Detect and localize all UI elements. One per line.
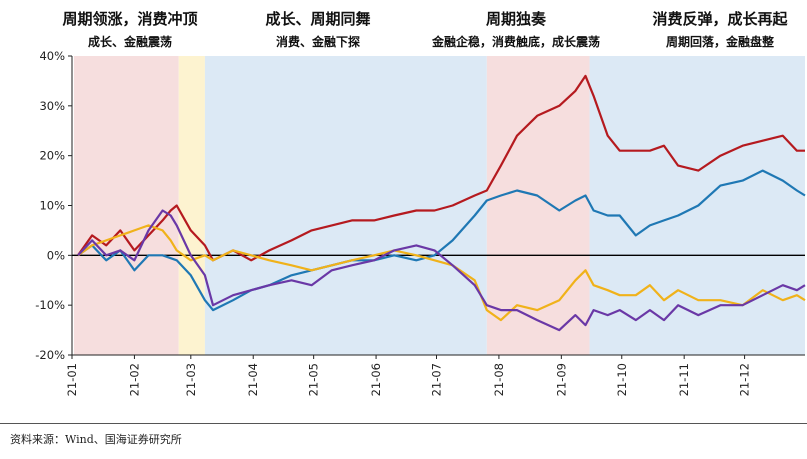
x-tick-label: 21-08 xyxy=(492,363,506,396)
series-line-cyclical xyxy=(77,74,805,262)
phase-title: 成长、周期同舞 xyxy=(265,10,370,28)
series-line-consumption xyxy=(77,224,806,322)
y-tick-label: 40% xyxy=(39,49,65,63)
x-tick-label: 21-11 xyxy=(677,363,691,396)
phase-title: 消费反弹，成长再起 xyxy=(652,10,788,28)
phase-subtitle: 消费、金融下探 xyxy=(276,34,360,49)
x-tick-label: 21-07 xyxy=(429,363,443,396)
series-line-financial xyxy=(77,209,806,332)
x-tick-label: 21-06 xyxy=(369,363,383,396)
phase-band-3 xyxy=(204,56,487,355)
series-line-growth xyxy=(77,169,806,312)
x-tick-label: 21-01 xyxy=(65,363,79,396)
y-tick-label: 20% xyxy=(39,149,65,163)
phase-band-1 xyxy=(74,56,179,355)
x-tick-label: 21-10 xyxy=(615,363,629,396)
phase-band-2 xyxy=(178,56,205,355)
x-tick-label: 21-02 xyxy=(127,363,141,396)
phase-title: 周期独奏 xyxy=(486,10,547,28)
x-tick-label: 21-09 xyxy=(554,363,568,396)
phase-bands xyxy=(74,56,805,355)
source-note: 资料来源：Wind、国海证券研究所 xyxy=(10,433,182,446)
phase-band-4 xyxy=(486,56,590,355)
y-tick-label: 30% xyxy=(39,99,65,113)
y-tick-label: 10% xyxy=(39,199,65,213)
x-tick-label: 21-04 xyxy=(246,363,260,396)
y-tick-label: 0% xyxy=(47,248,65,262)
y-tick-label: -20% xyxy=(35,348,65,362)
phase-subtitle: 周期回落，金融盘整 xyxy=(666,34,774,49)
series-lines xyxy=(77,74,806,332)
phase-subtitle: 成长、金融震荡 xyxy=(88,34,172,49)
x-tick-label: 21-05 xyxy=(307,363,321,396)
phase-title: 周期领涨，消费冲顶 xyxy=(62,10,197,28)
x-axis: 21-01 21-02 21-03 21-04 21-05 21-06 21-07 21-08… xyxy=(65,254,805,396)
footer-rule xyxy=(0,423,807,424)
phase-subtitle: 金融企稳，消费触底，成长震荡 xyxy=(431,34,600,49)
y-tick-label: -10% xyxy=(35,298,65,312)
x-tick-label: 21-03 xyxy=(184,363,198,396)
y-axis: -20% -10% 0% 10% 20% 30% 40% xyxy=(35,49,73,362)
x-tick-label: 21-12 xyxy=(738,363,752,396)
